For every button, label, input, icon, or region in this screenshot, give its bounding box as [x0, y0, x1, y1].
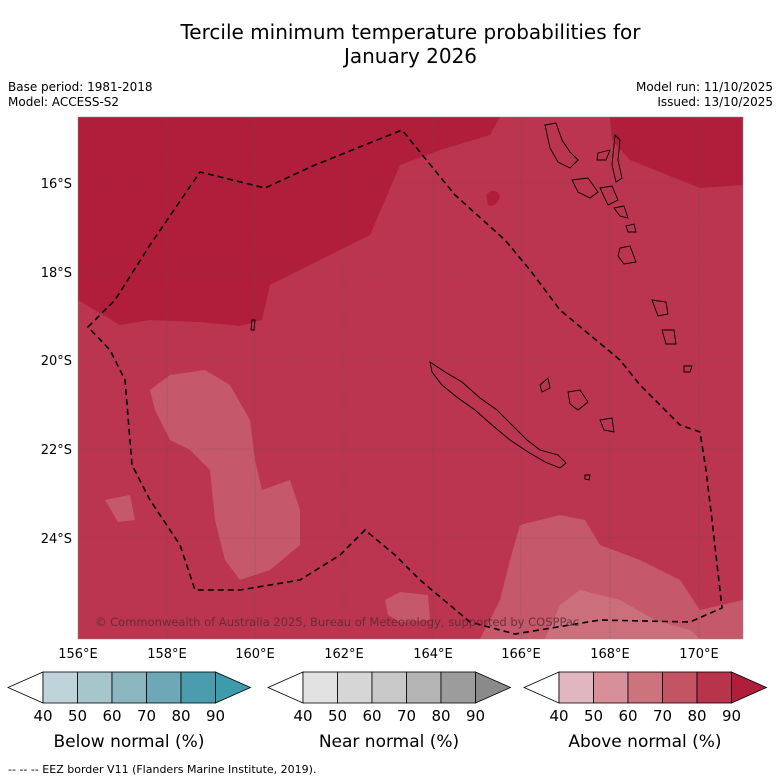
colorbar-tick-label: 40 [33, 707, 52, 725]
colorbar-above-normal: 40 50 60 70 80 90 [523, 671, 768, 725]
colorbar-segment [302, 671, 338, 704]
lat-label: 20°S [41, 354, 72, 369]
colorbar-min-extend [267, 671, 304, 704]
colorbar-max-extend [215, 671, 252, 704]
longitude-labels: 156°E 158°E 160°E 162°E 164°E 166°E 168°… [58, 647, 719, 662]
lat-label: 24°S [41, 532, 72, 547]
colorbar-segment [77, 671, 113, 704]
colorbar-segment [111, 671, 147, 704]
colorbar-segment [406, 671, 442, 704]
lon-label: 156°E [58, 647, 98, 662]
colorbar-tick-label: 60 [102, 707, 121, 725]
colorbar-segment [371, 671, 407, 704]
region-90-nw [78, 117, 500, 326]
colorbar-segment [42, 671, 78, 704]
meta-left: Base period: 1981-2018 Model: ACCESS-S2 [8, 80, 153, 110]
colorbar-tick-label: 40 [293, 707, 312, 725]
lat-label: 22°S [41, 443, 72, 458]
title-line2: January 2026 [343, 44, 478, 68]
colorbar-segment [146, 671, 182, 704]
base-period: Base period: 1981-2018 [8, 80, 153, 94]
model-run: Model run: 11/10/2025 [635, 80, 773, 94]
colorbar-max-extend [731, 671, 768, 704]
new-caledonia-island [429, 361, 567, 469]
colorbar-segment [337, 671, 373, 704]
chart-title: Tercile minimum temperature probabilitie… [0, 20, 781, 68]
region-70-south [385, 592, 430, 622]
colorbar-segment [180, 671, 216, 704]
colorbar-tick-label: 90 [722, 707, 741, 725]
lat-label: 16°S [41, 177, 72, 192]
eez-footer-note: -- -- -- EEZ border V11 (Flanders Marine… [8, 763, 317, 776]
colorbar-segment [696, 671, 732, 704]
region-70-sw [105, 495, 135, 522]
region-90-ne [610, 117, 743, 188]
meta-right: Model run: 11/10/2025 Issued: 13/10/2025 [636, 80, 773, 110]
colorbar-segment [627, 671, 663, 704]
loyalty-islands [539, 377, 615, 481]
colorbar-tick-label: 80 [431, 707, 450, 725]
latitude-labels: 16°S 18°S 20°S 22°S 24°S [41, 177, 72, 547]
lon-label: 158°E [147, 647, 187, 662]
colorbar-tick-label: 80 [687, 707, 706, 725]
colorbar-segment [440, 671, 476, 704]
probability-field: © Commonwealth of Australia 2025, Bureau… [78, 117, 743, 639]
colorbar-min-extend [7, 671, 44, 704]
colorbar-tick-label: 70 [137, 707, 156, 725]
lon-label: 168°E [590, 647, 630, 662]
colorbar-tick-label: 90 [206, 707, 225, 725]
colorbar-below-normal: 40 50 60 70 80 90 [7, 671, 252, 725]
region-90-spot [486, 190, 500, 206]
colorbar-min-extend [523, 671, 560, 704]
colorbar-tick-label: 60 [362, 707, 381, 725]
lat-label: 18°S [41, 266, 72, 281]
colorbar-below-label: Below normal (%) [54, 732, 205, 752]
lon-label: 170°E [679, 647, 719, 662]
colorbar-tick-label: 50 [584, 707, 603, 725]
lon-label: 164°E [413, 647, 453, 662]
colorbar-tick-label: 60 [618, 707, 637, 725]
lon-label: 166°E [501, 647, 541, 662]
colorbar-near-label: Near normal (%) [319, 732, 459, 752]
model-name: Model: ACCESS-S2 [8, 95, 120, 109]
issued-date: Issued: 13/10/2025 [657, 95, 773, 109]
colorbar-tick-label: 40 [549, 707, 568, 725]
colorbar-segment [593, 671, 629, 704]
region-90-top [335, 117, 361, 130]
colorbar-max-extend [475, 671, 512, 704]
colorbar-segment [558, 671, 594, 704]
region-70-central [150, 370, 300, 580]
colorbar-tick-label: 90 [466, 707, 485, 725]
region-60-se [545, 590, 700, 639]
copyright-text: © Commonwealth of Australia 2025, Bureau… [95, 615, 579, 629]
colorbar-tick-label: 70 [653, 707, 672, 725]
vanuatu-islands [250, 122, 693, 373]
eez-border [86, 129, 723, 635]
region-70-se [480, 515, 743, 639]
colorbar-above-label: Above normal (%) [568, 732, 721, 752]
map-frame [77, 116, 744, 640]
colorbar-tick-label: 50 [68, 707, 87, 725]
colorbar-tick-label: 50 [328, 707, 347, 725]
colorbar-tick-label: 70 [397, 707, 416, 725]
colorbar-segment [662, 671, 698, 704]
lon-label: 160°E [235, 647, 275, 662]
colorbar-near-normal: 40 50 60 70 80 90 [267, 671, 512, 725]
colorbar-tick-label: 80 [171, 707, 190, 725]
lon-label: 162°E [324, 647, 364, 662]
title-line1: Tercile minimum temperature probabilitie… [180, 20, 641, 44]
